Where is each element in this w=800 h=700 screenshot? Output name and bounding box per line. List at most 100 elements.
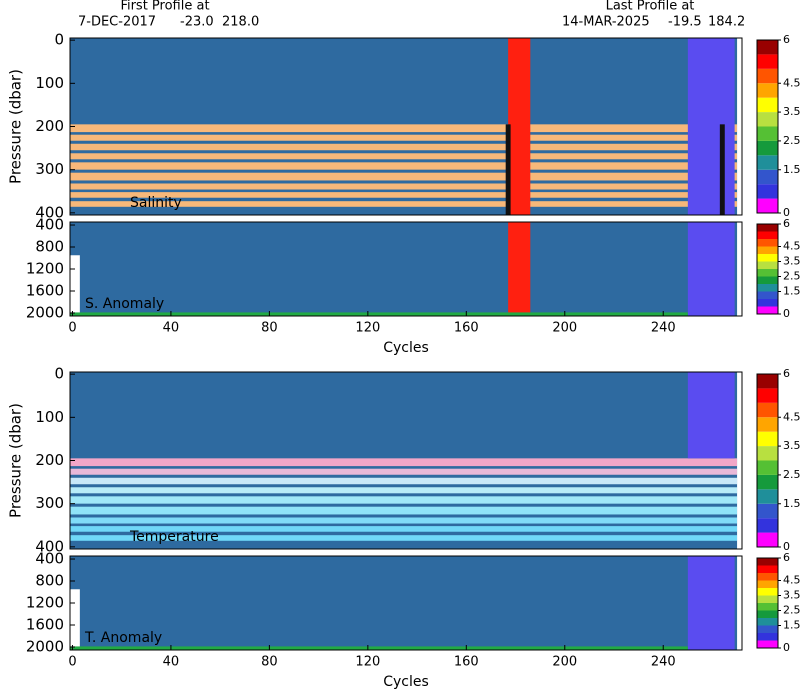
data-block bbox=[70, 646, 688, 650]
colorbar-swatch bbox=[757, 246, 778, 254]
data-block bbox=[70, 458, 738, 467]
x-axis-label: Cycles bbox=[383, 340, 429, 356]
y-tick-label: 1600 bbox=[26, 281, 64, 299]
colorbar-swatch bbox=[757, 231, 778, 239]
colorbar-swatch bbox=[757, 83, 778, 98]
y-tick-label: 400 bbox=[35, 216, 64, 234]
data-block bbox=[70, 526, 738, 532]
data-block bbox=[505, 124, 511, 215]
colorbar-tick-label: 6 bbox=[783, 33, 790, 46]
colorbar-frame bbox=[756, 39, 779, 214]
y-tick-label: 200 bbox=[35, 117, 64, 135]
x-tick-label: 200 bbox=[552, 655, 577, 670]
colorbar-swatch bbox=[757, 558, 778, 566]
colorbar-swatch bbox=[757, 474, 778, 490]
colorbar-swatch bbox=[757, 140, 778, 156]
x-tick-label: 0 bbox=[68, 655, 76, 670]
colorbar-swatch bbox=[757, 169, 778, 185]
colorbar-swatch bbox=[757, 276, 778, 284]
colorbar-tick-label: 6 bbox=[783, 367, 790, 380]
header-left-lon: 218.0 bbox=[222, 15, 259, 30]
colorbar-tick-label: 0 bbox=[783, 206, 790, 219]
colorbar-frame bbox=[756, 557, 779, 649]
data-block bbox=[70, 506, 738, 515]
panel-label: S. Anomaly bbox=[85, 296, 164, 312]
colorbar-swatch bbox=[757, 503, 778, 519]
data-block bbox=[70, 124, 738, 133]
colorbar-swatch bbox=[757, 269, 778, 277]
header-left-lat: -23.0 bbox=[180, 15, 214, 30]
colorbar-tick-label: 1.5 bbox=[783, 619, 800, 632]
colorbar-tick-label: 4.5 bbox=[783, 76, 800, 89]
y-tick-label: 300 bbox=[35, 494, 64, 512]
data-block bbox=[70, 172, 738, 181]
colorbar-swatch bbox=[757, 633, 778, 641]
data-block bbox=[687, 38, 735, 215]
colorbar-swatch bbox=[757, 155, 778, 170]
x-tick-label: 40 bbox=[163, 321, 180, 336]
y-tick-label: 400 bbox=[35, 537, 64, 555]
y-tick-label: 1200 bbox=[26, 594, 64, 612]
x-tick-label: 120 bbox=[355, 655, 380, 670]
colorbar-tick-label: 3.5 bbox=[783, 589, 800, 602]
panel-label: Temperature bbox=[129, 529, 219, 545]
panel-label: Salinity bbox=[130, 195, 182, 211]
colorbar-swatch bbox=[757, 254, 778, 262]
header-right-title: Last Profile at bbox=[606, 0, 695, 14]
data-block bbox=[70, 535, 738, 541]
data-block bbox=[70, 134, 738, 141]
x-tick-label: 240 bbox=[651, 655, 676, 670]
header-right-lon: 184.2 bbox=[708, 15, 745, 30]
x-tick-label: 240 bbox=[651, 321, 676, 336]
y-axis-label: Pressure (dbar) bbox=[7, 69, 25, 184]
y-tick-label: 300 bbox=[35, 160, 64, 178]
data-block bbox=[70, 312, 688, 316]
data-block bbox=[70, 222, 742, 316]
x-tick-label: 160 bbox=[454, 321, 479, 336]
y-tick-label: 400 bbox=[35, 203, 64, 221]
y-tick-label: 400 bbox=[35, 550, 64, 568]
colorbar-tick-label: 0 bbox=[783, 641, 790, 654]
colorbar-swatch bbox=[757, 580, 778, 588]
colorbar-tick-label: 1.5 bbox=[783, 497, 800, 510]
y-tick-label: 1200 bbox=[26, 260, 64, 278]
colorbar-swatch bbox=[757, 284, 778, 292]
data-block bbox=[508, 38, 531, 215]
data-block bbox=[70, 477, 738, 485]
colorbar-swatch bbox=[757, 518, 778, 533]
colorbar-tick-label: 0 bbox=[783, 540, 790, 553]
header-right-lat: -19.5 bbox=[668, 15, 702, 30]
data-block bbox=[70, 468, 738, 475]
colorbar-tick-label: 3.5 bbox=[783, 255, 800, 268]
y-tick-label: 0 bbox=[54, 365, 64, 383]
header-left-title: First Profile at bbox=[120, 0, 209, 14]
y-tick-label: 2000 bbox=[26, 637, 64, 655]
colorbar-tick-label: 4.5 bbox=[783, 574, 800, 587]
colorbar-tick-label: 4.5 bbox=[783, 410, 800, 423]
data-block bbox=[70, 162, 738, 170]
colorbar-tick-label: 4.5 bbox=[783, 240, 800, 253]
data-block bbox=[687, 372, 735, 459]
colorbar-swatch bbox=[757, 374, 778, 389]
y-tick-label: 1600 bbox=[26, 615, 64, 633]
colorbar-swatch bbox=[757, 54, 778, 69]
data-block bbox=[70, 255, 80, 316]
colorbar-tick-label: 2.5 bbox=[783, 468, 800, 481]
colorbar-swatch bbox=[757, 239, 778, 247]
data-block bbox=[70, 192, 738, 198]
data-block bbox=[737, 556, 742, 650]
colorbar-tick-label: 2.5 bbox=[783, 604, 800, 617]
colorbar-frame bbox=[756, 373, 779, 548]
data-block bbox=[508, 222, 531, 316]
colorbar-swatch bbox=[757, 610, 778, 618]
colorbar-swatch bbox=[757, 573, 778, 581]
colorbar-swatch bbox=[757, 431, 778, 447]
panel-label: T. Anomaly bbox=[84, 630, 162, 646]
colorbar-swatch bbox=[757, 603, 778, 611]
colorbar-frame bbox=[756, 223, 779, 315]
x-tick-label: 160 bbox=[454, 655, 479, 670]
colorbar-swatch bbox=[757, 565, 778, 573]
data-block bbox=[737, 38, 742, 215]
colorbar-swatch bbox=[757, 460, 778, 475]
